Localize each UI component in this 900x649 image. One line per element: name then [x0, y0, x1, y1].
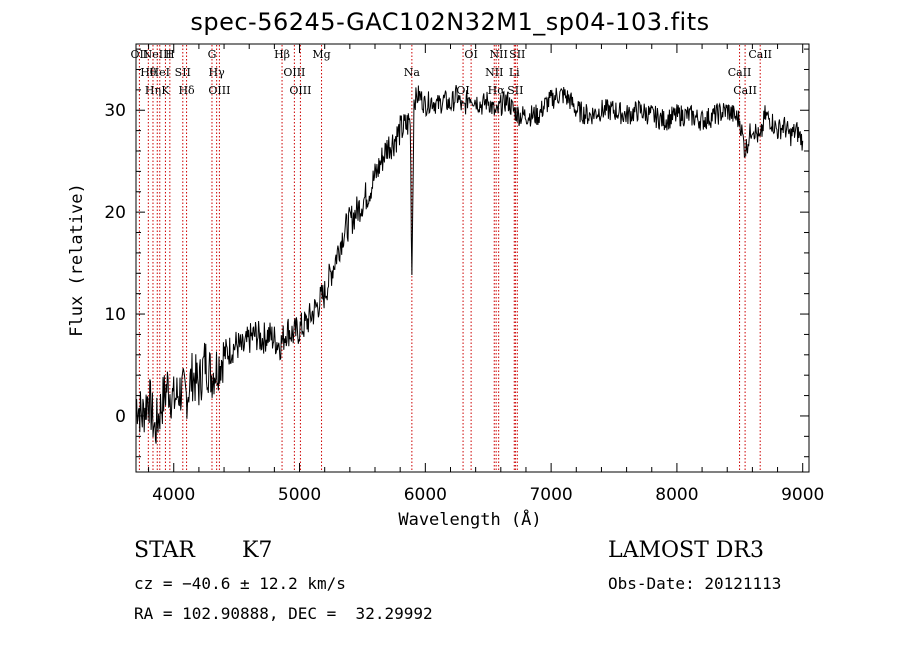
line-marker-label: CaII — [733, 84, 757, 97]
spectrum-series-line — [135, 85, 804, 444]
x-tick-label: 8000 — [655, 485, 698, 505]
line-marker-label: SII — [507, 84, 523, 97]
y-tick-label: 30 — [104, 101, 126, 121]
x-axis-ticks: 4000 5000 6000 7000 8000 9000 — [148, 44, 824, 505]
line-markers — [138, 45, 761, 471]
x-tick-label: 9000 — [781, 485, 824, 505]
line-marker-label: NII — [485, 66, 503, 79]
line-marker-label: CaII — [728, 66, 752, 79]
line-marker-label: CaII — [748, 48, 772, 61]
line-marker-labels: OIIHθHηNeIIIHeIKHSIIHδGHγOIIIHβOIIIOIIIM… — [131, 48, 772, 97]
coordinates-readout: RA = 102.90888, DEC = 32.29992 — [134, 604, 433, 623]
object-class: STAR — [134, 538, 195, 563]
line-marker-label: Hδ — [178, 84, 195, 97]
page-title: spec-56245-GAC102N32M1_sp04-103.fits — [190, 8, 710, 36]
line-marker-label: OIII — [289, 84, 311, 97]
observation-date: Obs-Date: 20121113 — [608, 574, 782, 593]
x-tick-label: 5000 — [278, 485, 321, 505]
y-tick-label: 0 — [115, 407, 126, 427]
plot-frame — [135, 43, 810, 473]
y-axis-ticks: 0 10 20 30 — [104, 48, 809, 458]
line-marker-label: K — [161, 84, 170, 97]
y-axis-label: Flux (relative) — [67, 183, 87, 337]
line-marker-label: H — [165, 48, 175, 61]
line-marker-label: NeIII — [143, 48, 172, 61]
x-tick-label: 4000 — [152, 485, 195, 505]
line-marker-label: Hθ — [140, 66, 157, 79]
y-tick-label: 10 — [104, 305, 126, 325]
redshift-readout: cz = −40.6 ± 12.2 km/s — [134, 574, 346, 593]
x-tick-label: 6000 — [404, 485, 447, 505]
y-tick-label: 20 — [104, 203, 126, 223]
line-marker-label: OI — [464, 48, 477, 61]
line-marker-label: Hα — [488, 84, 506, 97]
line-marker-label: Li — [509, 66, 520, 79]
line-marker-label: OIII — [283, 66, 305, 79]
line-marker-label: Hη — [145, 84, 161, 97]
line-marker-label: G — [208, 48, 217, 61]
line-marker-label: Hγ — [209, 66, 226, 79]
x-tick-label: 7000 — [529, 485, 572, 505]
x-axis-label: Wavelength (Å) — [398, 510, 542, 530]
line-marker-label: HeI — [150, 66, 170, 79]
object-subclass: K7 — [242, 538, 273, 563]
line-marker-label: Hβ — [274, 48, 290, 61]
line-marker-label: NII — [490, 48, 508, 61]
line-marker-label: SII — [175, 66, 191, 79]
line-marker-label: OII — [131, 48, 149, 61]
line-marker-label: Mg — [312, 48, 330, 61]
line-marker-label: SII — [509, 48, 525, 61]
line-marker-label: OIII — [208, 84, 230, 97]
survey-name: LAMOST DR3 — [608, 538, 764, 563]
line-marker-label: Na — [404, 66, 421, 79]
